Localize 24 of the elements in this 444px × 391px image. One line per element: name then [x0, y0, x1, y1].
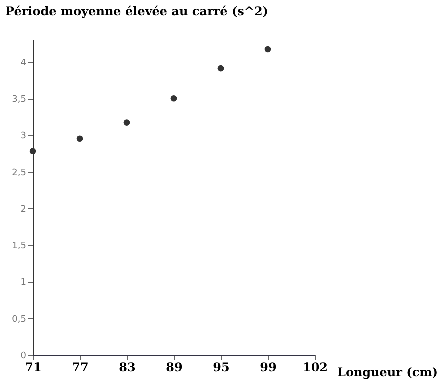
point: [30, 148, 36, 155]
y-tick-label: 2: [20, 204, 26, 215]
point: [76, 136, 84, 142]
y-tick-label: 4: [20, 58, 27, 68]
x-tick-label: 95: [213, 360, 230, 374]
y-tick-label: 1,5: [12, 242, 26, 252]
x-tick-label: 83: [119, 360, 136, 374]
point: [124, 120, 130, 126]
x-tick-label: 77: [72, 360, 89, 374]
y-tick-label: 1: [20, 278, 26, 288]
x-tick-label: 102: [302, 360, 328, 374]
y-axis-title: Période moyenne élevée au carré (s^2): [6, 4, 268, 18]
point: [264, 46, 272, 53]
x-axis-title: Longueur (cm): [338, 366, 438, 380]
y-tick-label: 3: [20, 132, 26, 142]
point: [170, 95, 178, 102]
y-tick-label: 2,5: [12, 168, 26, 178]
y-tick-label: 0: [20, 352, 27, 362]
y-tick-label: 0,5: [12, 314, 26, 325]
x-tick-label: 71: [25, 360, 42, 374]
y-tick-label: 3,5: [12, 95, 26, 106]
x-tick-label: 99: [260, 360, 277, 374]
point: [218, 65, 224, 72]
x-tick-label: 89: [166, 360, 183, 374]
